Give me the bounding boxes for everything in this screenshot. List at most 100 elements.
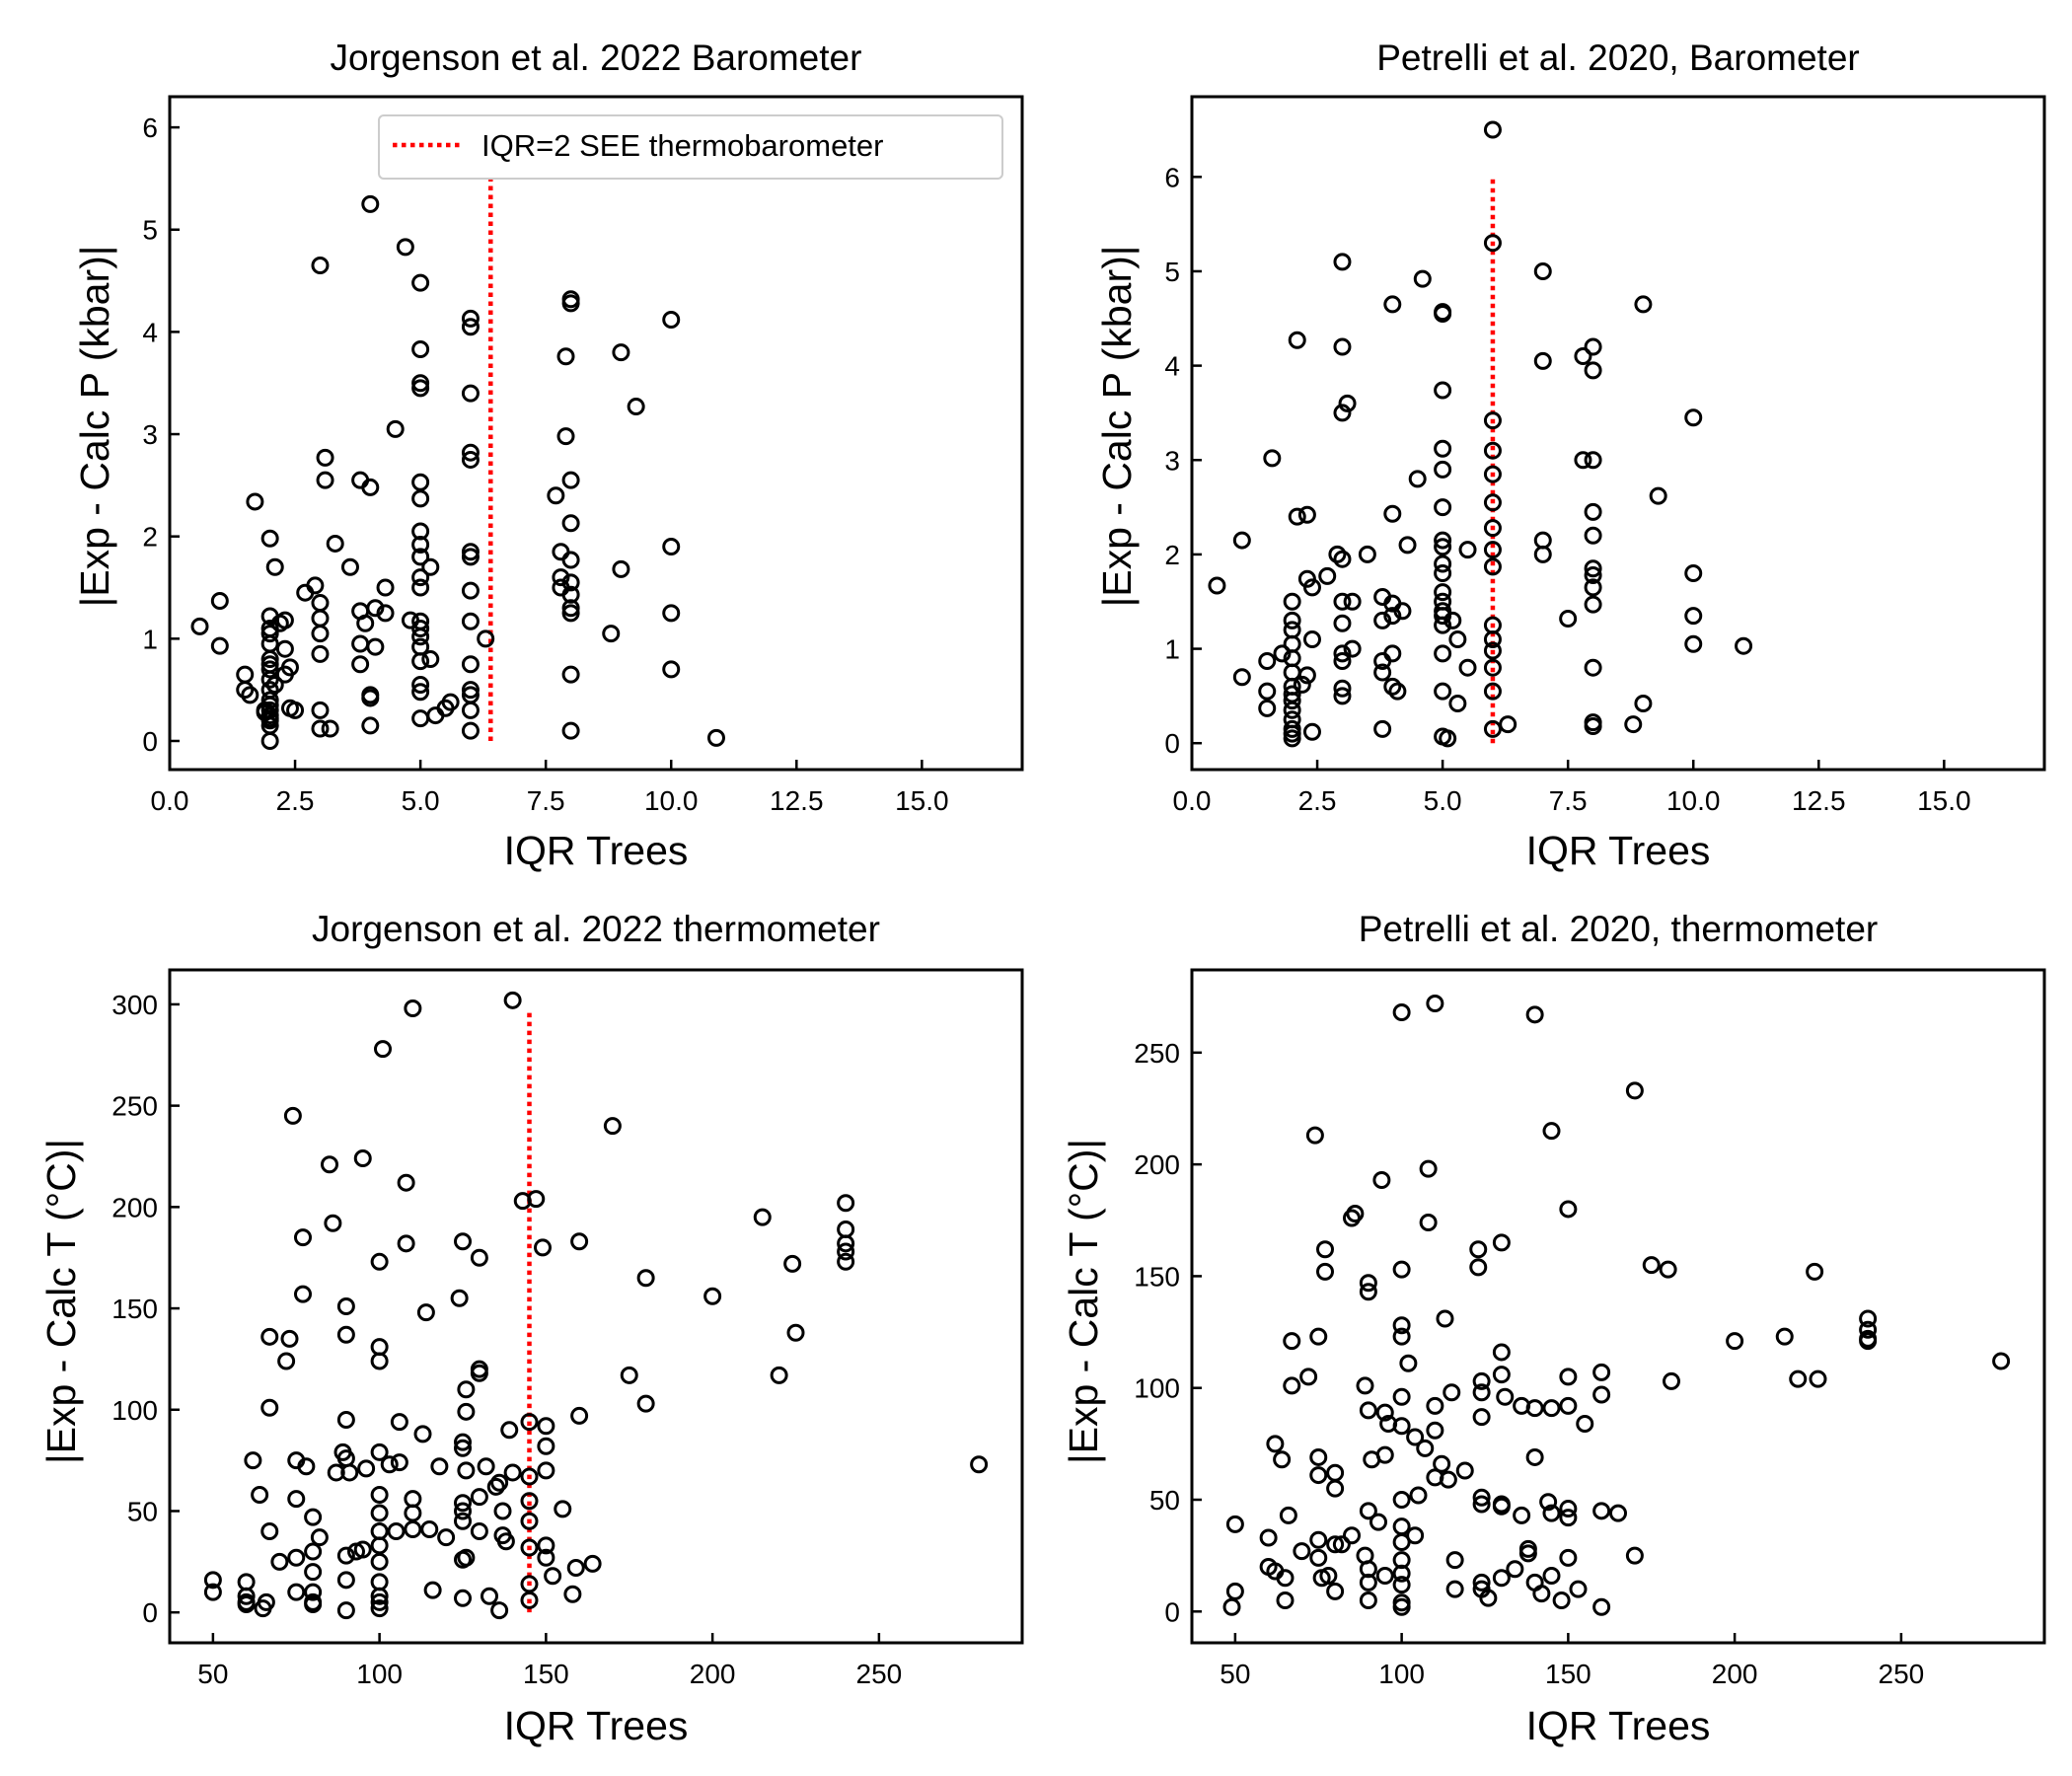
data-point (1333, 404, 1352, 422)
data-point (376, 604, 395, 623)
data-point (1409, 1486, 1428, 1505)
data-point (246, 492, 264, 511)
data-point (1416, 1439, 1435, 1457)
data-point (1283, 692, 1301, 710)
data-point (275, 639, 294, 658)
data-point (283, 1106, 302, 1125)
x-axis-label: IQR Trees (504, 1703, 689, 1748)
data-point (454, 1439, 472, 1457)
chart-title: Jorgenson et al. 2022 thermometer (312, 909, 880, 949)
x-tick-label: 12.5 (1792, 785, 1846, 816)
data-point (1359, 1573, 1377, 1591)
panel-petrelli-thermometer: Petrelli et al. 2020, thermometer |Exp -… (1061, 909, 2046, 1748)
data-point (311, 257, 330, 275)
data-point (1542, 1504, 1561, 1522)
data-point (1338, 394, 1357, 412)
data-point (1392, 1533, 1411, 1552)
data-point (837, 1252, 855, 1271)
legend: IQR=2 SEE thermobarometer (378, 114, 1003, 180)
data-point (1434, 616, 1452, 634)
data-point (1309, 1447, 1328, 1466)
data-point (1419, 1159, 1438, 1178)
data-point (1273, 1450, 1292, 1469)
plot-frame (1190, 95, 2046, 772)
data-point (461, 701, 480, 719)
panel-jorgenson-thermometer: Jorgenson et al. 2022 thermometer |Exp -… (38, 909, 1024, 1748)
data-point (461, 612, 480, 630)
data-point (386, 419, 405, 438)
data-point (457, 1402, 476, 1421)
data-point (316, 471, 334, 489)
data-point (1472, 1495, 1491, 1514)
data-point (470, 1522, 488, 1541)
data-point (470, 1364, 488, 1382)
data-point (260, 1327, 279, 1346)
data-point (1559, 1548, 1578, 1567)
data-point (411, 619, 430, 637)
data-point (454, 1502, 472, 1520)
y-tick-label: 0 (1164, 1596, 1180, 1627)
data-point (437, 1528, 456, 1547)
data-point (1539, 1493, 1558, 1512)
data-point (1392, 1387, 1411, 1406)
data-point (461, 655, 480, 674)
data-point (477, 1457, 495, 1476)
data-point (411, 548, 430, 566)
data-point (1316, 1262, 1334, 1281)
data-point (411, 578, 430, 597)
data-point (570, 1232, 589, 1251)
data-point (1392, 1316, 1411, 1335)
y-tick-label: 0 (1164, 728, 1180, 759)
y-tick-label: 50 (1149, 1485, 1180, 1516)
data-point (1283, 1376, 1301, 1395)
data-point (1659, 1260, 1677, 1279)
data-point (1399, 1354, 1418, 1372)
data-point (411, 273, 430, 292)
data-point (1333, 679, 1352, 698)
data-point (561, 551, 580, 569)
y-tick-label: 5 (1164, 257, 1180, 287)
data-point (461, 721, 480, 740)
data-point (411, 535, 430, 554)
data-point (1434, 682, 1452, 701)
data-point (1434, 583, 1452, 602)
data-point (287, 1548, 306, 1567)
data-point (1293, 1542, 1311, 1561)
data-point (461, 309, 480, 328)
data-point (1735, 636, 1753, 655)
data-point (260, 731, 279, 750)
data-point (1406, 1526, 1425, 1545)
data-point (190, 617, 209, 635)
data-point (1492, 1366, 1511, 1384)
x-axis-label: IQR Trees (504, 828, 689, 873)
data-point (1496, 1387, 1515, 1406)
data-point (1518, 1544, 1537, 1563)
data-point (304, 1594, 323, 1613)
data-point (390, 1413, 408, 1432)
data-point (544, 1567, 562, 1586)
data-point (1726, 1332, 1744, 1351)
data-point (1392, 1597, 1411, 1616)
data-point (353, 1149, 372, 1168)
data-point (396, 238, 414, 257)
data-point (404, 1519, 422, 1538)
data-point (561, 721, 580, 740)
data-point (703, 1287, 722, 1305)
data-point (520, 1413, 539, 1432)
data-point (503, 991, 522, 1009)
data-point (454, 1232, 472, 1251)
data-point (370, 1552, 389, 1571)
y-tick-label: 6 (142, 112, 158, 143)
data-point (1483, 658, 1502, 677)
data-point (1483, 682, 1502, 701)
data-point (461, 548, 480, 566)
data-point (1426, 1396, 1444, 1415)
x-tick-label: 10.0 (644, 785, 699, 816)
data-point (1684, 408, 1703, 427)
data-point (450, 1289, 469, 1307)
data-point (361, 194, 380, 213)
data-point (1584, 526, 1602, 545)
data-point (1483, 411, 1502, 430)
data-point (1483, 541, 1502, 559)
